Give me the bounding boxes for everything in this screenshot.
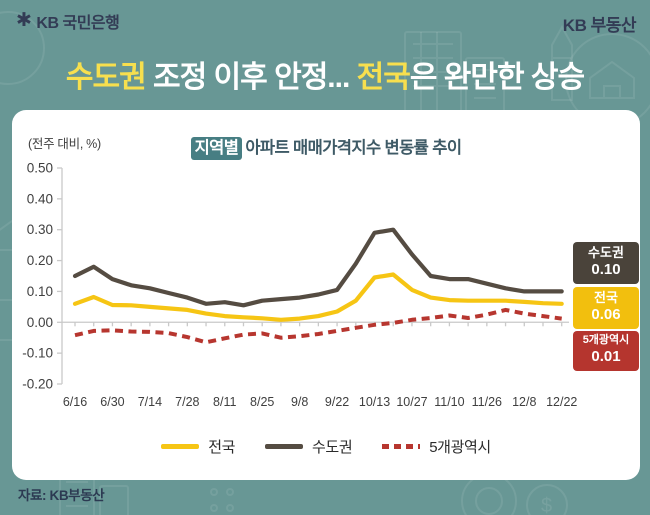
source-note: 자료: KB부동산 <box>18 488 105 503</box>
legend-item-jeonguk: 전국 <box>161 436 235 457</box>
chart-title-badge: 지역별 <box>190 137 243 160</box>
legend-item-gwangyeoksi: 5개광역시 <box>382 436 491 457</box>
headline-highlight-sudogwon: 수도권 <box>65 61 147 94</box>
line-chart: 0.50 0.40 0.30 0.20 0.10 0.00 -0.10 -0.20 6/16 6/… <box>22 161 577 410</box>
callout-gwangyeoksi: 5개광역시 0.01 <box>573 331 639 371</box>
legend-item-sudogwon: 수도권 <box>265 436 353 457</box>
legend-line-sudogwon-icon <box>265 444 304 449</box>
svg-text:$: $ <box>541 495 552 515</box>
kb-bank-logo: ✱ KB 국민은행 <box>16 9 120 33</box>
callout-jeonguk-label: 전국 <box>594 290 618 305</box>
svg-text:0.30: 0.30 <box>27 222 53 237</box>
svg-text:6/16: 6/16 <box>63 395 87 409</box>
svg-text:0.10: 0.10 <box>27 284 53 299</box>
y-axis-unit-label: (전주 대비, %) <box>28 137 101 151</box>
headline-highlight-jeonguk: 전국 <box>356 61 411 94</box>
page-title: 수도권 조정 이후 안정... 전국은 완만한 상승 <box>0 52 650 96</box>
svg-text:8/11: 8/11 <box>213 395 236 409</box>
callout-jeonguk-value: 0.06 <box>591 306 621 324</box>
chart-title-text: 아파트 매매가격지수 변동률 추이 <box>245 139 462 157</box>
callout-sudogwon: 수도권 0.10 <box>573 242 639 284</box>
svg-text:0.20: 0.20 <box>27 253 53 268</box>
chart-title: 지역별 아파트 매매가격지수 변동률 추이 <box>12 134 640 160</box>
svg-text:8/25: 8/25 <box>250 395 274 409</box>
svg-text:6/30: 6/30 <box>100 395 124 409</box>
callout-gwangyeoksi-label: 5개광역시 <box>582 334 630 346</box>
callout-sudogwon-value: 0.10 <box>591 261 621 279</box>
svg-text:7/28: 7/28 <box>175 395 199 409</box>
svg-text:-0.10: -0.10 <box>22 346 53 361</box>
kb-star-logo-icon: ✱ <box>16 9 32 31</box>
kb-realestate-brand: KB 부동산 <box>562 16 637 35</box>
legend-line-gwangyeoksi-icon <box>382 444 421 449</box>
svg-text:9/22: 9/22 <box>325 395 349 409</box>
svg-text:0.50: 0.50 <box>27 161 53 176</box>
chart-card: (전주 대비, %) 지역별 아파트 매매가격지수 변동률 추이 0.50 0.40… <box>12 110 640 480</box>
headline-text-1: 조정 이후 안정... <box>145 61 357 94</box>
headline-text-2: 은 완만한 상승 <box>409 61 585 94</box>
svg-text:7/14: 7/14 <box>138 395 162 409</box>
svg-text:9/8: 9/8 <box>291 395 308 409</box>
kb-bank-logo-text: KB 국민은행 <box>36 15 120 32</box>
legend-label-jeonguk: 전국 <box>208 439 236 456</box>
svg-text:11/10: 11/10 <box>434 395 464 409</box>
callout-jeonguk: 전국 0.06 <box>573 287 639 329</box>
svg-text:12/22: 12/22 <box>546 395 577 409</box>
legend-line-jeonguk-icon <box>161 444 200 449</box>
svg-text:11/26: 11/26 <box>472 395 502 409</box>
svg-text:0.40: 0.40 <box>27 191 53 206</box>
legend-label-sudogwon: 수도권 <box>312 439 353 456</box>
svg-text:10/27: 10/27 <box>396 395 427 409</box>
svg-text:10/13: 10/13 <box>359 395 390 409</box>
callout-sudogwon-label: 수도권 <box>588 245 624 260</box>
svg-text:0.00: 0.00 <box>27 315 53 330</box>
svg-text:-0.20: -0.20 <box>22 377 53 392</box>
callout-gwangyeoksi-value: 0.01 <box>591 347 621 365</box>
svg-text:12/8: 12/8 <box>512 395 536 409</box>
chart-legend: 전국 수도권 5개광역시 <box>12 436 640 457</box>
legend-label-gwangyeoksi: 5개광역시 <box>429 439 491 456</box>
